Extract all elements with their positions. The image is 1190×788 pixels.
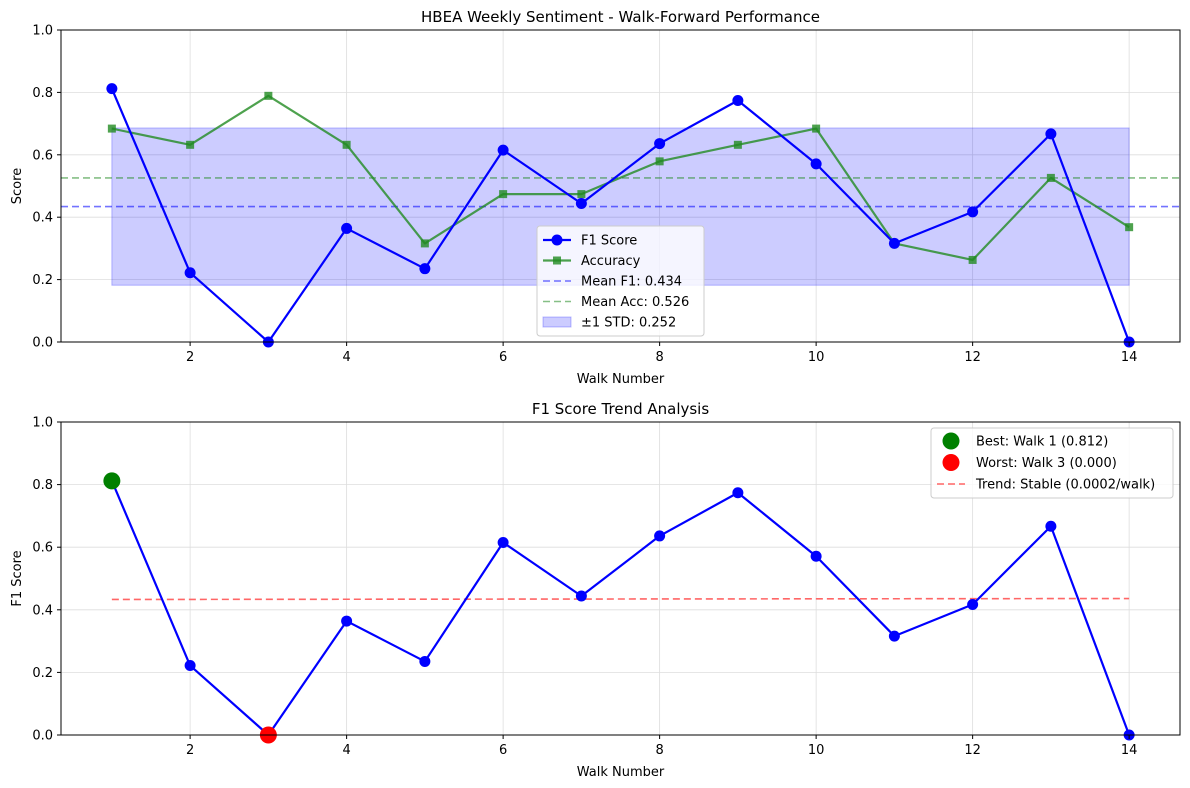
x-tick-label: 8	[655, 350, 663, 365]
chart-1: 2 4 6 8 10 12 14 0.0 0.2 0.4 0.6 0.8 1.0 HBEA Weekly …	[10, 8, 1181, 387]
legend-box	[930, 427, 1174, 499]
legend-label: Trend: Stable (0.0002/walk)	[975, 478, 1155, 493]
f1-point	[654, 138, 666, 150]
y-tick-label: 1.0	[32, 416, 53, 431]
accuracy-point	[1125, 223, 1134, 232]
f1-point	[732, 95, 744, 107]
y-tick-label: 0.8	[32, 478, 53, 493]
f1-point	[575, 590, 587, 602]
legend-label: Worst: Walk 3 (0.000)	[976, 456, 1117, 471]
y-tick-label: 0.6	[32, 148, 53, 163]
legend-accuracy-marker	[553, 256, 561, 265]
y-tick-label: 1.0	[32, 24, 53, 39]
axes-frame	[60, 29, 1181, 343]
f1-point	[419, 655, 431, 667]
legend-label: Accuracy	[581, 254, 641, 269]
x-tick-label: 6	[499, 743, 507, 758]
accuracy-point	[107, 124, 116, 133]
accuracy-point	[733, 140, 742, 149]
chart-title: F1 Score Trend Analysis	[532, 400, 710, 418]
legend-f1-marker	[551, 234, 563, 246]
x-tick-label: 4	[342, 743, 350, 758]
y-tick-label: 0.0	[32, 729, 53, 744]
accuracy-point	[655, 157, 664, 166]
f1-point	[184, 660, 196, 672]
f1-point	[1045, 128, 1057, 140]
f1-point	[1045, 520, 1057, 532]
legend: Best: Walk 1 (0.812) Worst: Walk 3 (0.000…	[930, 427, 1174, 499]
x-tick-label: 12	[964, 743, 981, 758]
x-tick-label: 14	[1121, 743, 1138, 758]
f1-line	[110, 88, 1131, 344]
y-tick-label: 0.4	[32, 211, 53, 226]
accuracy-point	[499, 190, 508, 199]
best-marker	[103, 472, 121, 490]
f1-point	[654, 530, 666, 542]
accuracy-point	[577, 190, 586, 199]
accuracy-point	[186, 140, 195, 149]
chart-2: 2 4 6 8 10 12 14 0.0 0.2 0.4 0.6 0.8 1.0 F1 Score Tre…	[10, 400, 1181, 780]
accuracy-point	[1046, 173, 1055, 182]
y-axis-label: F1 Score	[10, 550, 25, 606]
legend-label: Best: Walk 1 (0.812)	[976, 435, 1108, 450]
x-axis-label: Walk Number	[577, 372, 665, 387]
x-tick-label: 8	[655, 743, 663, 758]
f1-point	[967, 598, 979, 610]
legend-band-swatch	[542, 316, 572, 328]
f1-point	[341, 222, 353, 234]
y-tick-label: 0.0	[32, 336, 53, 351]
x-tick-label: 12	[964, 350, 981, 365]
x-axis-label: Walk Number	[577, 765, 665, 780]
y-tick-label: 0.8	[32, 86, 53, 101]
accuracy-line	[111, 94, 1130, 262]
chart-title: HBEA Weekly Sentiment - Walk-Forward Per…	[421, 8, 820, 26]
x-tick-label: 10	[808, 350, 825, 365]
legend: F1 Score Accuracy Mean F1: 0.434 Mean Acc: …	[536, 225, 705, 337]
x-tick-label: 10	[808, 743, 825, 758]
axes-frame	[60, 421, 1181, 736]
x-tick-label: 2	[186, 350, 194, 365]
legend-label: Mean Acc: 0.526	[581, 295, 689, 310]
x-tick-label: 14	[1121, 350, 1138, 365]
y-tick-label: 0.4	[32, 603, 53, 618]
legend-worst-marker	[942, 454, 960, 471]
f1-point	[575, 197, 587, 209]
legend-box	[536, 225, 705, 337]
y-tick-label: 0.2	[32, 273, 53, 288]
y-tick-label: 0.6	[32, 541, 53, 556]
f1-point	[341, 615, 353, 627]
x-tick-label: 4	[342, 350, 350, 365]
f1-point	[810, 158, 822, 170]
accuracy-point	[264, 91, 273, 100]
x-tick-label: 6	[499, 350, 507, 365]
y-tick-label: 0.2	[32, 666, 53, 681]
f1-line	[110, 480, 1131, 737]
legend-label: ±1 STD: 0.252	[581, 316, 676, 331]
f1-point	[497, 144, 509, 156]
accuracy-point	[420, 239, 429, 248]
f1-point	[967, 206, 979, 218]
legend-label: Mean F1: 0.434	[581, 275, 682, 290]
f1-point	[888, 630, 900, 642]
f1-point	[888, 237, 900, 249]
f1-point	[184, 267, 196, 279]
y-axis-label: Score	[10, 168, 25, 204]
accuracy-point	[342, 140, 351, 149]
f1-point	[106, 83, 118, 95]
legend-best-marker	[942, 432, 960, 450]
f1-point	[810, 550, 822, 562]
f1-point	[732, 487, 744, 499]
f1-point	[419, 263, 431, 275]
trend-line	[111, 597, 1130, 601]
f1-point	[497, 537, 509, 549]
legend-label: F1 Score	[581, 234, 637, 249]
x-tick-label: 2	[186, 743, 194, 758]
accuracy-point	[812, 124, 821, 133]
accuracy-point	[968, 255, 977, 264]
